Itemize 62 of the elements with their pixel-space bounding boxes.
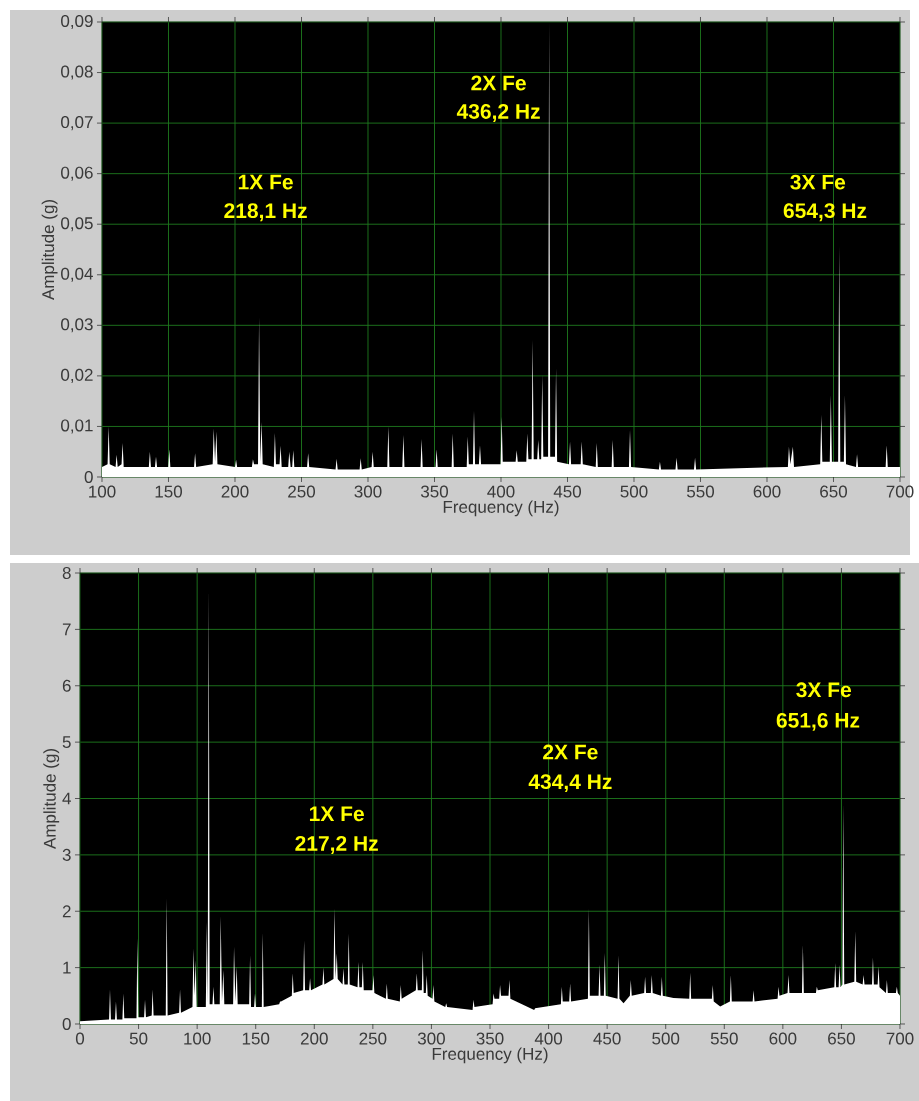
y-tick-label: 0,08	[61, 65, 93, 80]
annotation: 1X Fe	[309, 806, 364, 822]
x-tick-label: 650	[828, 1032, 855, 1045]
y-tick-label: 0,02	[61, 368, 93, 383]
x-tick-label: 400	[534, 1032, 563, 1045]
y-tick-label: 4	[62, 792, 71, 805]
x-tick-label: 550	[686, 485, 715, 498]
y-tick-label: 0	[84, 470, 93, 484]
annotation: 654,3 Hz	[783, 203, 867, 222]
x-axis-title: Frequency (Hz)	[432, 1047, 548, 1064]
x-tick-label: 400	[487, 485, 515, 498]
y-tick-label: 7	[62, 623, 71, 636]
x-tick-label: 150	[242, 1032, 270, 1045]
annotation: 651,6 Hz	[776, 712, 860, 731]
y-tick-label: 8	[62, 566, 71, 580]
annotation: 434,4 Hz	[528, 774, 612, 793]
annotation: 2X Fe	[471, 75, 526, 91]
y-tick-label: 5	[62, 736, 71, 749]
y-tick-label: 0,01	[61, 419, 93, 434]
x-tick-label: 700	[886, 1032, 914, 1045]
x-tick-label: 600	[769, 1032, 797, 1045]
y-axis-title: Amplitude (g)	[41, 200, 58, 301]
x-tick-label: 500	[652, 1032, 680, 1045]
annotation: 436,2 Hz	[456, 104, 540, 122]
y-tick-label: 1	[63, 961, 71, 974]
y-tick-label: 0,05	[61, 217, 93, 232]
x-tick-label: 150	[155, 485, 183, 498]
x-tick-label: 200	[221, 485, 249, 498]
x-axis-title: Frequency (Hz)	[443, 500, 559, 517]
annotation: 3X Fe	[790, 174, 846, 190]
x-tick-label: 250	[359, 1032, 387, 1045]
x-tick-label: 200	[300, 1032, 328, 1045]
x-tick-label: 700	[886, 485, 914, 498]
x-tick-label: 100	[89, 485, 116, 498]
x-tick-label: 350	[420, 485, 449, 498]
x-tick-label: 450	[593, 1032, 621, 1045]
y-axis-title: Amplitude (g)	[43, 749, 60, 850]
y-tick-label: 3	[62, 848, 71, 861]
annotation: 3X Fe	[796, 682, 852, 698]
x-tick-label: 600	[753, 485, 781, 498]
y-tick-label: 6	[62, 679, 71, 692]
x-tick-label: 250	[288, 485, 316, 498]
annotation: 218,1 Hz	[224, 203, 307, 222]
x-tick-label: 50	[129, 1032, 148, 1045]
x-tick-label: 550	[710, 1032, 738, 1045]
x-tick-label: 650	[820, 485, 848, 498]
y-tick-label: 0,07	[61, 116, 93, 131]
x-tick-label: 300	[417, 1032, 445, 1045]
y-tick-label: 0,09	[61, 14, 93, 30]
annotation: 1X Fe	[238, 174, 293, 190]
x-tick-label: 350	[476, 1032, 504, 1045]
annotation: 2X Fe	[543, 744, 598, 760]
y-tick-label: 2	[62, 905, 71, 918]
y-tick-label: 0	[62, 1017, 71, 1031]
y-tick-label: 0,03	[61, 318, 93, 333]
x-tick-label: 100	[184, 1032, 211, 1045]
annotation: 217,2 Hz	[295, 836, 378, 854]
y-tick-label: 0,06	[61, 166, 93, 181]
x-tick-label: 500	[620, 485, 648, 498]
y-tick-label: 0,04	[61, 267, 93, 282]
x-tick-label: 450	[553, 485, 582, 498]
x-tick-label: 300	[354, 485, 382, 498]
